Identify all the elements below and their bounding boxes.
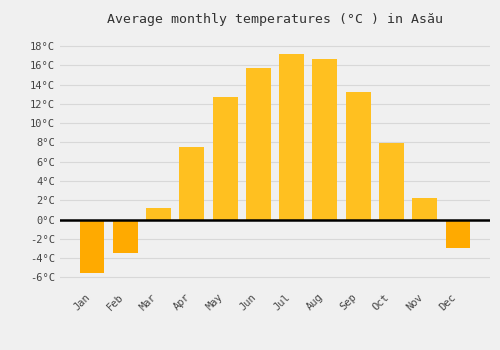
Bar [212,97,238,219]
Bar [80,219,104,273]
Bar [346,92,370,219]
Bar [146,208,171,219]
Bar [312,60,338,219]
Bar [412,198,437,219]
Bar [446,219,470,248]
Bar [246,68,271,219]
Bar [379,144,404,219]
Title: Average monthly temperatures (°C ) in Asău: Average monthly temperatures (°C ) in As… [107,13,443,26]
Bar [180,147,204,219]
Bar [279,54,304,219]
Bar [113,219,138,253]
